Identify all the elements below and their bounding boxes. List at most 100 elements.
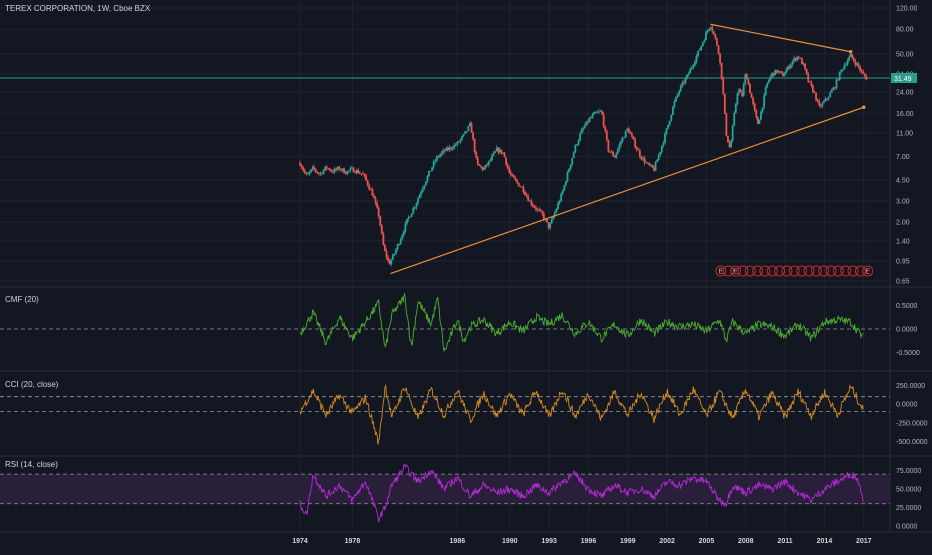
candle-body (546, 219, 548, 223)
x-tick-label: 2017 (856, 538, 872, 545)
candle-body (491, 155, 493, 161)
price-tick-label: 80.00 (896, 27, 914, 34)
candle-body (522, 186, 525, 193)
candle-body (324, 166, 327, 171)
candle-body (421, 188, 424, 192)
candle-body (780, 71, 783, 73)
candle-body (492, 153, 495, 156)
candle-body (692, 65, 695, 68)
candle-body (462, 134, 465, 137)
candle-body (351, 167, 353, 169)
price-tick-label: 50.00 (896, 51, 914, 58)
candle-body (642, 157, 644, 160)
candle-body (730, 140, 732, 148)
candle-body (627, 128, 630, 133)
earnings-marker-circle (832, 265, 844, 277)
candle-body (640, 156, 643, 160)
candle-body (725, 113, 728, 136)
candle-body (503, 152, 506, 158)
indicator-tick-label: -500.0000 (896, 439, 928, 446)
x-tick-label: 1990 (502, 538, 518, 545)
candle-body (475, 151, 478, 158)
candle-body (587, 121, 589, 123)
candle-body (480, 165, 482, 167)
candle-body (338, 166, 341, 170)
candle-body (426, 175, 429, 182)
candle-body (810, 82, 813, 86)
candle-body (854, 61, 857, 66)
candle-body (723, 93, 726, 114)
earnings-marker: E (730, 265, 742, 277)
candle-body (417, 198, 419, 204)
candle-body (497, 147, 500, 153)
candles-group (299, 24, 868, 267)
candle-body (302, 167, 305, 171)
candle-body (541, 210, 544, 214)
candle-body (756, 117, 759, 124)
candle-body (802, 63, 805, 65)
candle-body (764, 87, 767, 96)
candle-body (517, 182, 520, 187)
candle-body (852, 58, 855, 62)
candle-body (374, 198, 377, 203)
candle-body (357, 170, 360, 174)
candle-body (697, 50, 699, 56)
candle-body (681, 82, 684, 86)
candle-body (701, 42, 704, 46)
candle-body (667, 124, 670, 129)
indicator-tick-label: 250.0000 (896, 383, 925, 390)
earnings-marker-circle (847, 265, 859, 277)
candle-body (576, 144, 578, 146)
candle-body (310, 169, 312, 172)
candle-body (431, 167, 434, 171)
candle-body (789, 64, 792, 69)
candle-body (330, 170, 333, 172)
candle-body (830, 90, 833, 93)
earnings-marker-circle (781, 265, 793, 277)
candle-body (783, 73, 786, 77)
x-tick-label: 2008 (738, 538, 754, 545)
candle-body (626, 128, 629, 131)
candle-body (360, 173, 363, 175)
candle-body (495, 147, 498, 152)
candle-body (846, 60, 849, 65)
candle-body (749, 84, 751, 93)
candle-body (407, 217, 410, 219)
candle-body (736, 93, 739, 104)
candle-body (340, 169, 342, 171)
earnings-marker (810, 265, 822, 277)
candle-body (362, 173, 364, 175)
earnings-marker-circle (759, 265, 771, 277)
candle-body (458, 141, 460, 143)
candle-body (391, 254, 394, 260)
candle-body (804, 63, 806, 69)
candle-body (321, 173, 323, 174)
candle-body (675, 96, 677, 102)
candle-body (508, 167, 511, 173)
candle-body (335, 168, 338, 170)
candle-body (637, 149, 640, 151)
candle-body (316, 171, 319, 173)
candle-body (758, 119, 761, 124)
candle-body (812, 85, 814, 93)
earnings-marker (832, 265, 844, 277)
candle-body (826, 98, 828, 100)
price-pane-title: TEREX CORPORATION, 1W, Cboe BZX (5, 4, 151, 13)
candle-body (355, 170, 358, 173)
candle-body (555, 208, 558, 213)
candle-body (530, 200, 533, 205)
earnings-marker-circle (730, 265, 742, 277)
candle-body (678, 91, 681, 95)
candle-body (651, 164, 654, 168)
candle-body (717, 45, 720, 54)
candle-body (553, 212, 556, 217)
candle-body (564, 181, 567, 186)
candle-body (437, 156, 440, 158)
x-tick-label: 2005 (699, 538, 715, 545)
indicator-tick-label: 25.0000 (896, 505, 921, 512)
trendline-end-marker (848, 49, 853, 54)
candle-body (349, 168, 352, 171)
candle-body (325, 166, 328, 169)
